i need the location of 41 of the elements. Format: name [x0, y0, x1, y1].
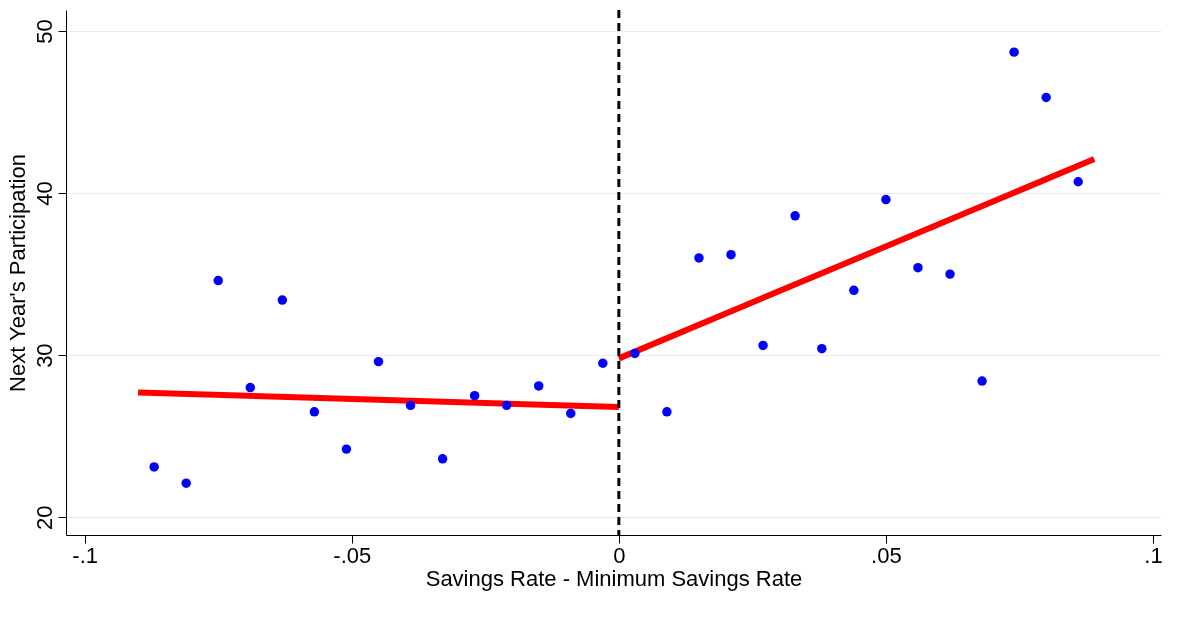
point — [913, 262, 923, 273]
point — [501, 400, 512, 411]
point — [945, 269, 955, 279]
point — [309, 407, 320, 417]
point — [213, 275, 223, 286]
x-tick-label: .1 — [1144, 542, 1163, 568]
y-tick-label: 50 — [31, 19, 57, 44]
point — [694, 253, 704, 263]
point — [533, 381, 544, 391]
x-tick-label: -.1 — [72, 542, 99, 568]
x-axis-title: Savings Rate - Minimum Savings Rate — [425, 565, 803, 591]
point — [726, 249, 736, 260]
point — [817, 343, 827, 354]
point — [245, 382, 256, 393]
point — [149, 462, 159, 472]
point — [437, 454, 448, 464]
y-tick-label: 40 — [31, 181, 57, 206]
point — [977, 376, 987, 386]
point — [881, 194, 891, 205]
point — [566, 408, 576, 419]
point — [758, 340, 768, 351]
x-tick-label: .05 — [871, 542, 902, 568]
y-tick-label: 20 — [31, 505, 57, 530]
point — [598, 358, 608, 368]
point — [1009, 47, 1019, 57]
point — [662, 407, 672, 417]
point — [341, 444, 352, 454]
x-tick-label: -.05 — [333, 542, 372, 568]
y-tick-label: 30 — [31, 343, 57, 368]
point — [277, 295, 288, 305]
point — [373, 356, 384, 367]
y-axis-title: Next Year's Participation — [4, 154, 30, 392]
point — [405, 400, 416, 411]
point — [181, 478, 191, 488]
point — [469, 390, 480, 401]
x-tick-label: 0 — [613, 542, 626, 568]
point — [790, 211, 800, 221]
point — [849, 285, 859, 296]
point — [1073, 177, 1083, 187]
point — [1041, 92, 1051, 103]
point — [630, 348, 640, 359]
